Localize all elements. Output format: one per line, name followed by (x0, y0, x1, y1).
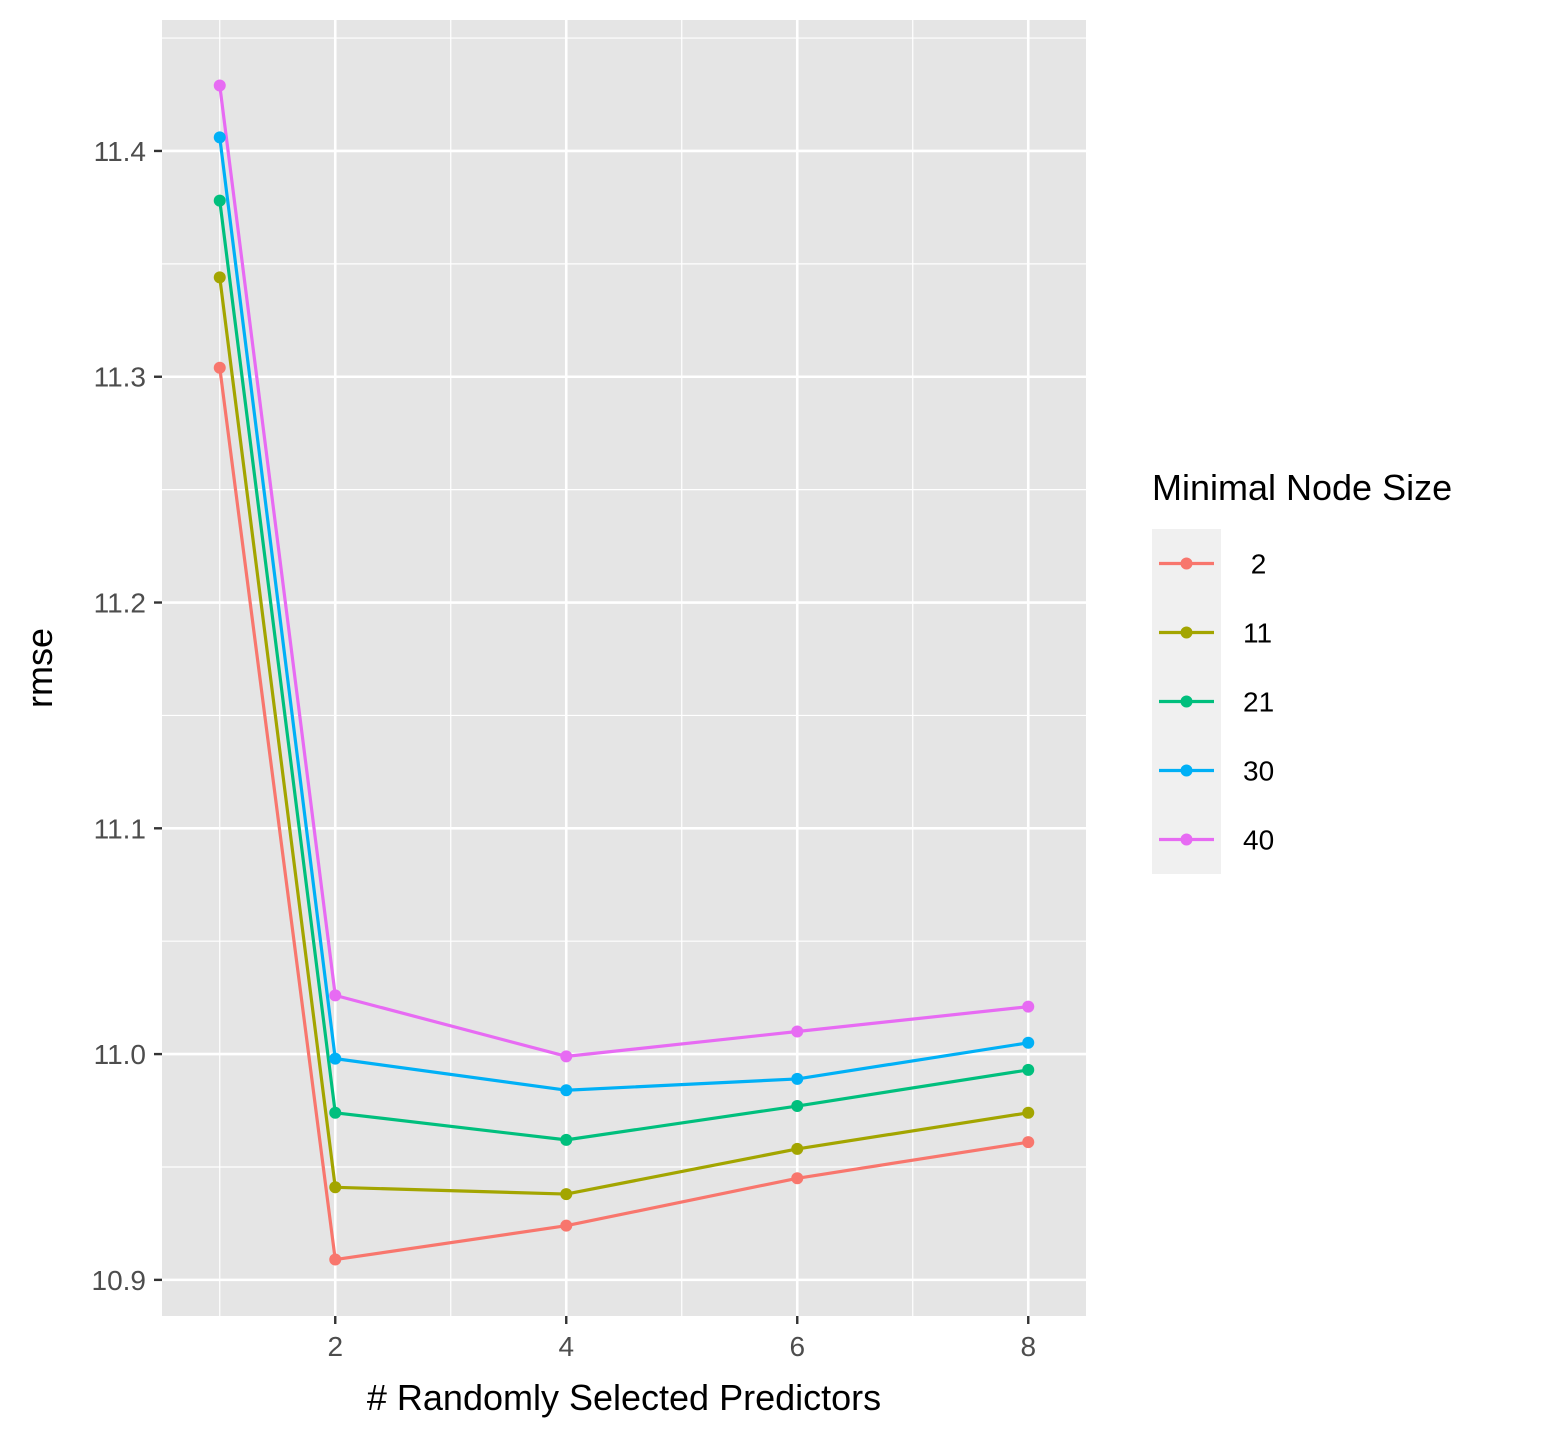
data-point (791, 1142, 804, 1155)
y-axis: 10.9 11.0 11.1 11.2 11.3 11.4 (92, 136, 162, 1296)
legend-key-point (1180, 833, 1193, 846)
data-point (1022, 1000, 1035, 1013)
x-axis-title: # Randomly Selected Predictors (367, 1377, 881, 1418)
legend-key-point (1180, 626, 1193, 639)
data-point (329, 1052, 342, 1065)
data-point (213, 79, 226, 92)
data-point (1022, 1063, 1035, 1076)
legend-label: 11 (1243, 618, 1272, 649)
data-point (329, 1181, 342, 1194)
y-tick-label: 10.9 (92, 1265, 147, 1296)
data-point (791, 1172, 804, 1185)
legend-label: 30 (1243, 756, 1274, 787)
data-point (213, 361, 226, 374)
legend-key-point (1180, 557, 1193, 570)
data-point (560, 1084, 573, 1097)
data-point (329, 1106, 342, 1119)
data-point (1022, 1136, 1035, 1149)
data-point (1022, 1036, 1035, 1049)
x-tick-label: 4 (558, 1331, 574, 1362)
series-points (213, 79, 1035, 1266)
legend-items: 2 11 21 30 40 (1159, 549, 1274, 856)
y-tick-label: 11.2 (94, 588, 146, 619)
legend: Minimal Node Size 2 11 21 30 40 (1152, 467, 1452, 874)
y-tick-label: 11.0 (94, 1039, 146, 1070)
data-point (791, 1025, 804, 1038)
data-point (213, 194, 226, 207)
grid-minor (162, 20, 1086, 1316)
data-point (560, 1219, 573, 1232)
legend-key-point (1180, 764, 1193, 777)
y-axis-title: rmse (19, 628, 60, 708)
plot-panel (162, 20, 1086, 1316)
grid-major (162, 20, 1086, 1316)
y-tick-label: 11.4 (94, 136, 146, 167)
legend-label: 21 (1243, 687, 1274, 718)
data-point (213, 271, 226, 284)
data-point (560, 1050, 573, 1063)
data-point (1022, 1106, 1035, 1119)
x-axis: 2 4 6 8 (327, 1316, 1036, 1362)
legend-label: 2 (1243, 549, 1266, 580)
x-tick-label: 6 (789, 1331, 805, 1362)
y-tick-label: 11.1 (94, 813, 146, 844)
data-point (213, 131, 226, 144)
x-tick-label: 2 (327, 1331, 343, 1362)
legend-title: Minimal Node Size (1152, 467, 1452, 508)
y-tick-label: 11.3 (94, 362, 146, 393)
data-point (791, 1072, 804, 1085)
data-point (329, 989, 342, 1002)
legend-key-point (1180, 695, 1193, 708)
x-tick-label: 8 (1020, 1331, 1036, 1362)
data-point (791, 1100, 804, 1113)
data-point (560, 1188, 573, 1201)
legend-label: 40 (1243, 825, 1274, 856)
data-point (329, 1253, 342, 1266)
data-point (560, 1133, 573, 1146)
